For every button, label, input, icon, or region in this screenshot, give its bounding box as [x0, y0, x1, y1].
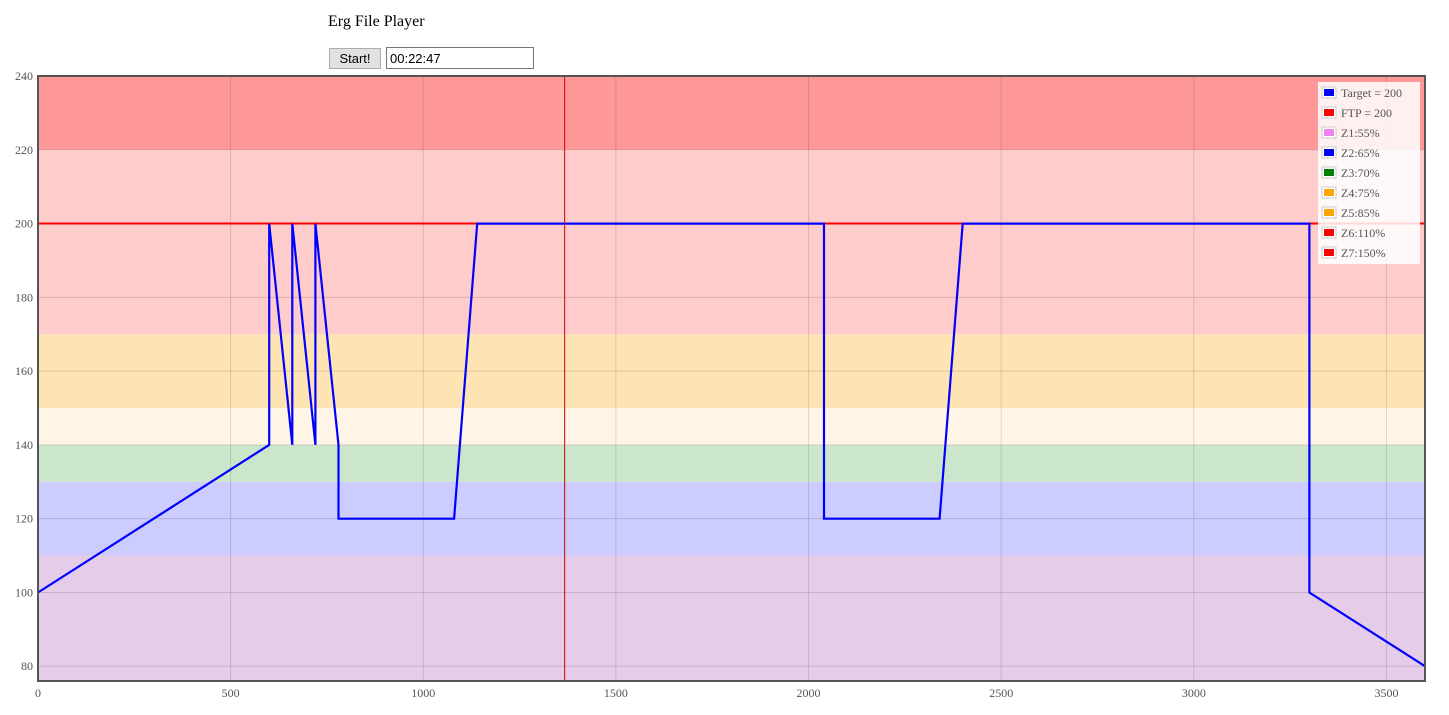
legend-swatch-1	[1324, 89, 1334, 96]
x-tick-label-1500: 1500	[604, 686, 628, 700]
zone-band-2	[38, 481, 1425, 556]
legend-label-5: Z3:70%	[1341, 166, 1380, 180]
x-tick-label-2500: 2500	[989, 686, 1013, 700]
legend[interactable]: Target = 200 FTP = 200 Z1:55% Z2:65% Z3:70% Z…	[1318, 82, 1420, 264]
legend-swatch-4	[1324, 149, 1334, 156]
y-tick-label-80: 80	[21, 659, 33, 673]
zone-band-4	[38, 408, 1425, 445]
legend-swatch-9	[1324, 249, 1334, 256]
legend-swatch-8	[1324, 229, 1334, 236]
legend-label-3: Z1:55%	[1341, 126, 1380, 140]
tick-labels: 0 500 1000 1500 2000 2500 3000 3500 80 100 120 140 1…	[15, 69, 1398, 700]
legend-swatch-6	[1324, 189, 1334, 196]
y-tick-label-120: 120	[15, 512, 33, 526]
y-tick-label-240: 240	[15, 69, 33, 83]
plot-frame-group	[37, 75, 1426, 682]
zone-band-7	[38, 76, 1425, 150]
y-tick-label-180: 180	[15, 290, 33, 304]
y-tick-label-160: 160	[15, 364, 33, 378]
y-tick-label-200: 200	[15, 217, 33, 231]
zone-band-3	[38, 444, 1425, 482]
legend-label-1: Target = 200	[1341, 86, 1402, 100]
x-tick-label-500: 500	[222, 686, 240, 700]
x-tick-label-0: 0	[35, 686, 41, 700]
legend-label-2: FTP = 200	[1341, 106, 1392, 120]
legend-label-4: Z2:65%	[1341, 146, 1380, 160]
x-tick-label-3500: 3500	[1374, 686, 1398, 700]
legend-swatch-2	[1324, 109, 1334, 116]
y-tick-label-220: 220	[15, 143, 33, 157]
plot-frame	[37, 75, 1426, 682]
x-tick-label-1000: 1000	[411, 686, 435, 700]
legend-label-9: Z7:150%	[1341, 246, 1386, 260]
zone-bands	[38, 76, 1425, 681]
legend-swatch-5	[1324, 169, 1334, 176]
x-tick-label-3000: 3000	[1182, 686, 1206, 700]
zone-band-1	[38, 555, 1425, 681]
x-tick-label-2000: 2000	[797, 686, 821, 700]
y-tick-label-140: 140	[15, 438, 33, 452]
series-line-1	[37, 222, 1426, 668]
legend-label-6: Z4:75%	[1341, 186, 1380, 200]
zone-band-6	[38, 149, 1425, 335]
timer-input[interactable]	[386, 47, 534, 69]
series-group	[37, 222, 1426, 668]
page-title: Erg File Player	[328, 13, 425, 30]
legend-swatch-3	[1324, 129, 1334, 136]
y-tick-label-100: 100	[15, 585, 33, 599]
start-button[interactable]: Start!	[329, 48, 381, 69]
legend-label-8: Z6:110%	[1341, 226, 1385, 240]
legend-swatch-7	[1324, 209, 1334, 216]
legend-label-7: Z5:85%	[1341, 206, 1380, 220]
